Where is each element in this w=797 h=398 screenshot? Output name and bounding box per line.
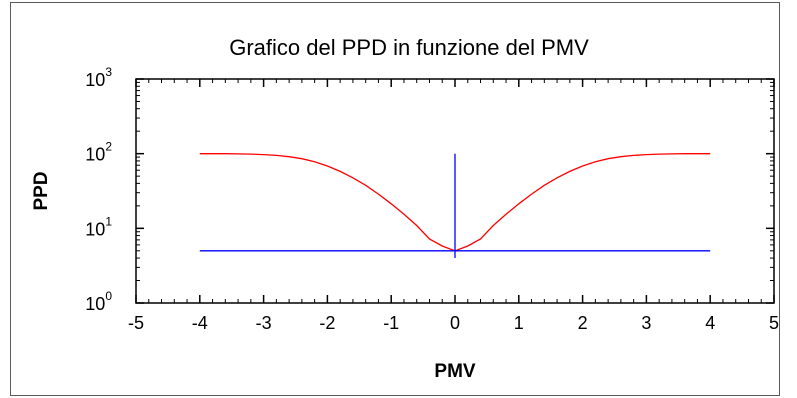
x-tick-label: -3 (256, 313, 272, 333)
y-tick-label: 100 (85, 289, 112, 314)
x-axis-label: PMV (434, 361, 476, 382)
x-tick-label: 4 (705, 313, 715, 333)
x-tick-label: 0 (450, 313, 460, 333)
y-tick-label: 102 (85, 140, 112, 165)
chart-frame: Grafico del PPD in funzione del PMV -5 -4… (10, 2, 780, 396)
y-tick-label: 101 (85, 214, 112, 239)
y-tick-label: 103 (85, 65, 112, 90)
major-ticks (135, 78, 775, 304)
minor-ticks (136, 79, 774, 303)
chart-title: Grafico del PPD in funzione del PMV (229, 35, 589, 60)
y-axis-label: PPD (31, 171, 52, 210)
x-tick-label: 2 (578, 313, 588, 333)
x-tick-labels: -5 -4 -3 -2 -1 0 1 2 3 4 5 (128, 313, 779, 333)
series-layer (199, 153, 711, 258)
x-tick-label: 1 (514, 313, 524, 333)
x-tick-label: 5 (769, 313, 779, 333)
ppd-pmv-chart: Grafico del PPD in funzione del PMV -5 -4… (31, 35, 779, 382)
x-tick-label: -2 (319, 313, 335, 333)
x-tick-label: -1 (383, 313, 399, 333)
x-tick-label: -4 (192, 313, 208, 333)
y-tick-labels: 100 101 102 103 (85, 65, 112, 314)
x-tick-label: -5 (128, 313, 144, 333)
x-tick-label: 3 (641, 313, 651, 333)
